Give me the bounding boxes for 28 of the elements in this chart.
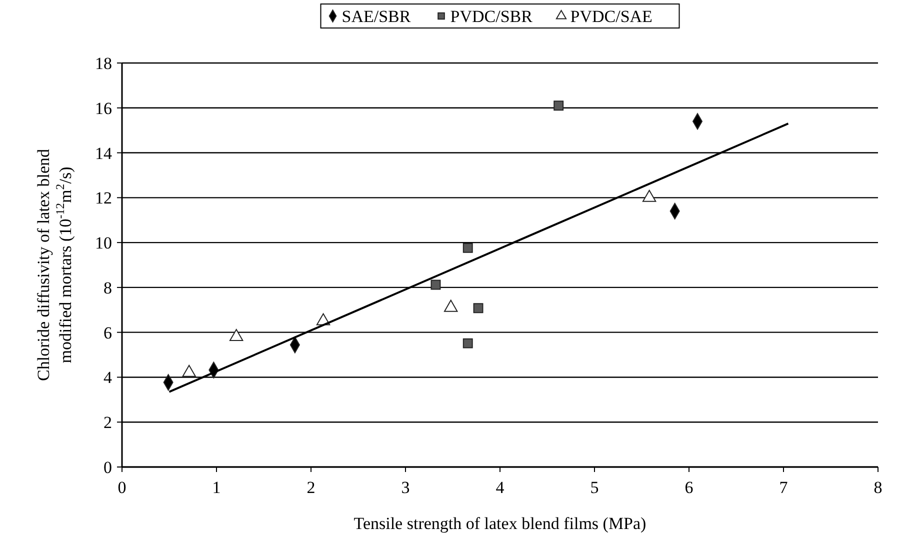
y-tick-label: 8 <box>104 278 112 298</box>
point <box>473 303 484 314</box>
x-tick-label: 6 <box>684 478 694 497</box>
point <box>462 338 473 348</box>
x-tick-label: 3 <box>401 478 410 497</box>
y-tick-label: 16 <box>95 98 112 118</box>
legend-label: PVDC/SAE <box>570 7 652 26</box>
y-tick-label: 18 <box>95 54 112 73</box>
x-tick-label: 8 <box>874 478 882 497</box>
y-tick-label: 4 <box>104 368 112 388</box>
y-tick-label: 12 <box>95 188 112 208</box>
x-tick-label: 7 <box>779 478 788 497</box>
x-tick-label: 1 <box>212 478 221 497</box>
point <box>554 100 564 111</box>
point <box>462 242 473 253</box>
x-tick-label: 5 <box>590 478 599 497</box>
y-tick-label: 2 <box>104 413 112 432</box>
x-tick-label: 2 <box>306 478 316 497</box>
legend-label: PVDC/SBR <box>450 7 534 26</box>
x-tick-label: 4 <box>496 478 505 497</box>
x-tick-label: 0 <box>118 478 126 497</box>
x-axis-title: Tensile strength of latex blend films (MPa) <box>354 514 646 533</box>
y-tick-label: 14 <box>95 144 112 163</box>
legend-label: SAE/SBR <box>342 7 412 26</box>
y-tick-label: 10 <box>95 234 112 253</box>
y-tick-label: 0 <box>104 458 112 477</box>
point <box>430 280 441 290</box>
y-tick-label: 6 <box>104 323 112 342</box>
